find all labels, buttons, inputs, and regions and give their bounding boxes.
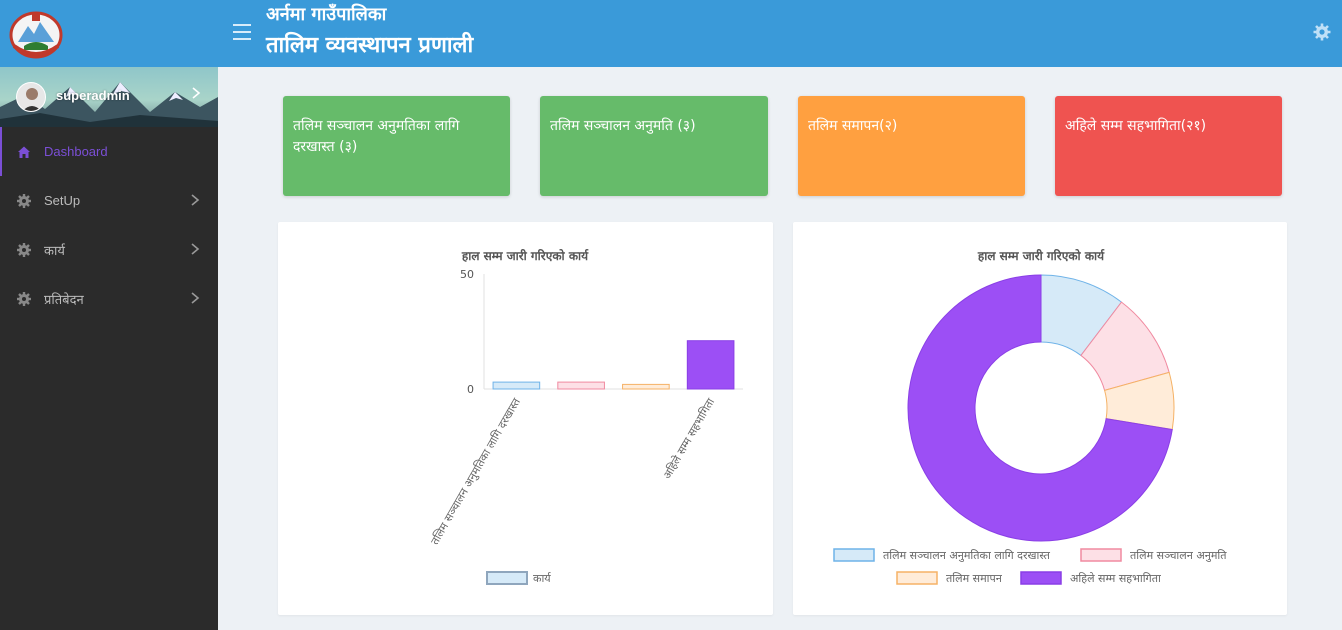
stat-card-label: तलिम समापन(२) [808,118,898,134]
legend-swatch [1020,571,1062,585]
legend-label: तलिम सञ्चालन अनुमति [1130,549,1227,562]
user-name[interactable]: superadmin [56,88,130,103]
settings-gear-icon[interactable] [1312,22,1332,42]
doughnut-chart-panel: हाल सम्म जारी गरिएको कार्य तलिम सञ्चालन … [793,222,1287,615]
sidebar-item-label: कार्य [44,242,65,258]
user-panel[interactable]: superadmin [0,67,218,127]
bar-chart-panel: हाल सम्म जारी गरिएको कार्य 0 50 तलिम सञ्चा… [278,222,773,615]
stat-card-permission[interactable]: तलिम सञ्चालन अनुमति (३) [540,96,768,196]
stat-card-participation[interactable]: अहिले सम्म सहभागिता(२१) [1055,96,1282,196]
sidebar-item-setup[interactable]: SetUp [0,176,218,225]
y-tick-label: 50 [460,268,474,281]
top-header: अर्नमा गाउँपालिका तालिम व्यवस्थापन प्रणा… [218,0,1342,67]
bar-chart: हाल सम्म जारी गरिएको कार्य 0 50 तलिम सञ्चा… [428,249,743,585]
stat-card-label: अहिले सम्म सहभागिता(२१) [1065,118,1207,134]
legend-swatch [1080,548,1122,562]
sidebar: superadmin Dashboard SetUp कार्य [0,0,218,630]
legend-swatch [833,548,875,562]
legend-label: तलिम समापन [946,572,1003,585]
stat-card-label: तलिम सञ्चालन अनुमति (३) [550,118,696,134]
x-tick-label: अहिले सम्म सहभागिता [661,396,718,481]
sidebar-item-label: SetUp [44,193,81,208]
chevron-right-icon [191,194,200,206]
y-tick-label: 0 [467,383,474,396]
gear-icon [16,193,32,209]
legend-swatch [486,571,528,585]
nepal-emblem-logo[interactable] [8,8,64,60]
legend-label: कार्य [533,572,552,585]
doughnut-chart: हाल सम्म जारी गरिएको कार्य तलिम सञ्चालन … [833,249,1227,585]
sidebar-item-dashboard[interactable]: Dashboard [0,127,218,176]
stat-card-completion[interactable]: तलिम समापन(२) [798,96,1025,196]
gear-icon [16,242,32,258]
home-icon [16,144,32,160]
stat-card-label: तलिम सञ्चालन अनुमतिका लागि दरखास्त (३) [293,118,460,155]
municipality-name: अर्नमा गाउँपालिका [266,4,387,25]
sidebar-item-label: Dashboard [44,144,108,159]
sidebar-item-pratibedan[interactable]: प्रतिबेदन [0,274,218,323]
chevron-right-icon [191,243,200,255]
legend-label: अहिले सम्म सहभागिता [1070,572,1161,585]
logo-container [0,0,218,67]
bar [686,340,735,390]
chevron-right-icon [191,292,200,304]
stat-card-application[interactable]: तलिम सञ्चालन अनुमतिका लागि दरखास्त (३) [283,96,510,196]
legend-swatch [896,571,938,585]
bar [557,381,605,390]
chevron-right-icon[interactable] [191,86,201,100]
sidebar-menu: Dashboard SetUp कार्य प्रतिबेदन [0,127,218,323]
sidebar-item-karya[interactable]: कार्य [0,225,218,274]
chart-title: हाल सम्म जारी गरिएको कार्य [461,249,589,263]
mountain-background [0,82,218,127]
doughnut-slice [907,274,1173,542]
system-title: तालिम व्यवस्थापन प्रणाली [266,33,474,58]
sidebar-item-label: प्रतिबेदन [44,291,84,307]
bar [492,381,541,390]
user-avatar[interactable] [16,82,46,112]
menu-toggle-icon[interactable] [233,24,251,40]
bar [622,383,670,390]
x-tick-label: तलिम सञ्चालन अनुमतिका लागि दरखास्त [428,395,523,547]
chart-title: हाल सम्म जारी गरिएको कार्य [977,249,1105,263]
legend-label: तलिम सञ्चालन अनुमतिका लागि दरखास्त [883,549,1051,562]
gear-icon [16,291,32,307]
